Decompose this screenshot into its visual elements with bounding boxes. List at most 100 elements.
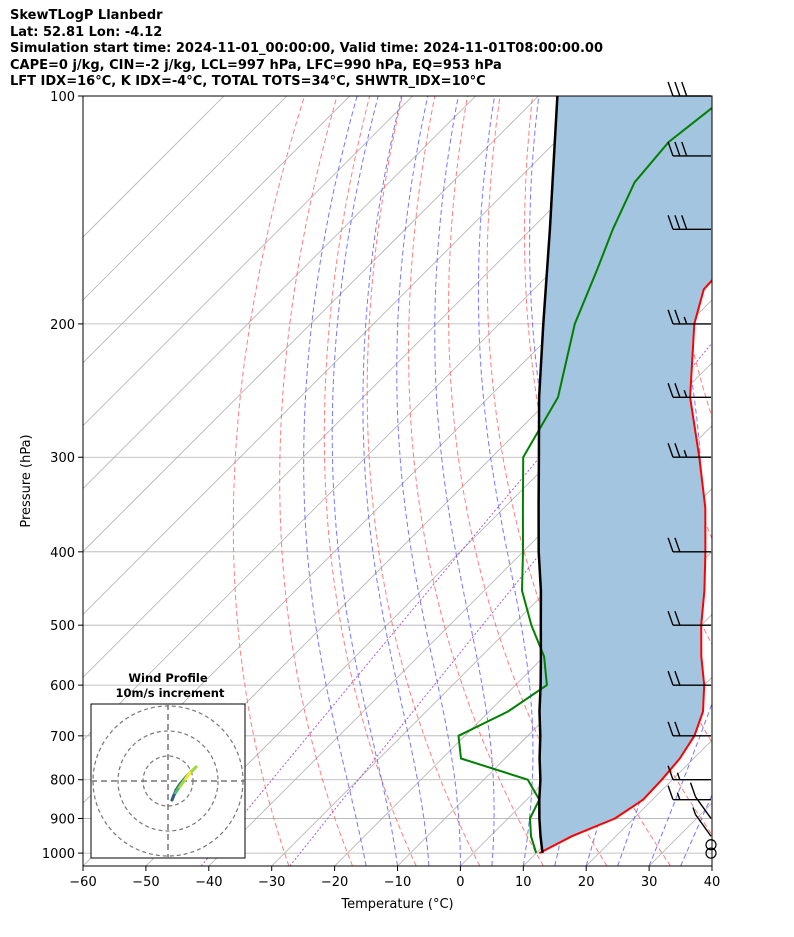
wind-barb-900 (689, 782, 712, 819)
barb-flag (683, 390, 688, 398)
barb-flag (667, 670, 674, 686)
wind-barbs (667, 81, 717, 859)
wind-barb-200 (667, 309, 711, 325)
wind-barb-600 (667, 670, 711, 686)
barb-staff (694, 814, 712, 837)
y-axis-label: Pressure (hPa) (19, 434, 34, 527)
x-tick-label: −60 (69, 875, 96, 890)
wind-barb-700 (667, 721, 711, 737)
x-tick-label: 30 (641, 875, 658, 890)
moist-adiabat (331, 96, 398, 866)
wind-barb-800 (667, 765, 711, 781)
isotherm--100 (83, 96, 602, 615)
isotherm--120 (83, 96, 476, 490)
title-location: Lat: 52.81 Lon: -4.12 (10, 24, 163, 40)
x-tick-label: −20 (321, 875, 348, 890)
y-tick-label: 100 (50, 90, 75, 105)
barb-flag (667, 81, 674, 97)
hodograph-trace (176, 779, 186, 791)
isotherm--150 (83, 96, 288, 301)
barb-flag (689, 782, 697, 797)
x-tick-label: −10 (384, 875, 411, 890)
parcel-profile (537, 96, 559, 854)
x-tick-label: 10 (515, 875, 532, 890)
isotherm--110 (83, 96, 539, 553)
hodograph-subtitle: 10m/s increment (116, 686, 225, 700)
isotherm--50 (145, 299, 712, 866)
moist-adiabat (396, 96, 461, 866)
x-tick-label: 40 (704, 875, 721, 890)
barb-flag (674, 141, 681, 157)
isotherm--160 (83, 96, 225, 238)
barb-flag (667, 442, 674, 458)
hodograph-trace (170, 793, 176, 802)
isotherm--140 (83, 96, 351, 364)
barb-flag (667, 537, 674, 553)
barb-flag (667, 765, 674, 780)
wind-barb-300 (667, 442, 711, 458)
wind-barb-400 (667, 537, 711, 553)
wind-barb-250 (667, 383, 711, 398)
dry-adiabat (323, 96, 417, 866)
moist-adiabat (648, 701, 712, 866)
barb-flag (674, 309, 681, 325)
isotherm--10 (397, 550, 712, 866)
wind-barb-120 (667, 141, 711, 157)
x-tick-label: −50 (132, 875, 159, 890)
hodograph-rings (91, 704, 245, 858)
wind-barb-1000 (705, 847, 717, 859)
hodograph-ring (117, 730, 219, 832)
dry-adiabat (761, 96, 794, 866)
barb-flag (667, 215, 674, 230)
barb-flag (681, 141, 688, 157)
barb-flag (674, 215, 681, 230)
wind-barb-850 (667, 785, 711, 801)
calm-wind-circle (705, 839, 717, 851)
barb-flag (674, 610, 681, 626)
y-tick-label: 200 (50, 318, 75, 333)
y-tick-label: 800 (50, 774, 75, 789)
isotherm--20 (334, 488, 712, 866)
title-station: SkewTLogP Llanbedr (10, 8, 163, 23)
moist-adiabat (477, 96, 534, 866)
hodograph-title: Wind Profile (128, 671, 208, 685)
dry-adiabat (448, 96, 608, 866)
x-tick-label: −30 (258, 875, 285, 890)
isotherm-50 (775, 96, 794, 866)
y-tick-label: 400 (50, 546, 75, 561)
calm-wind-circle (705, 847, 717, 859)
barb-flag (667, 610, 674, 626)
moist-adiabat (617, 96, 702, 866)
barb-flag (674, 81, 681, 97)
barb-flag (676, 772, 681, 780)
barb-flag (667, 141, 674, 157)
moist-adiabat (303, 96, 367, 866)
barb-flag (667, 721, 674, 737)
title-times: Simulation start time: 2024-11-01_00:00:… (10, 41, 603, 56)
barb-flag (681, 81, 688, 97)
barb-flag (676, 792, 681, 800)
dry-adiabat (232, 96, 305, 866)
barb-flag (674, 537, 681, 553)
barb-flag (667, 383, 674, 398)
dry-adiabat (279, 96, 353, 866)
barb-flag (692, 807, 697, 815)
barb-flag (683, 316, 688, 325)
title-stability-indices: LFT IDX=16°C, K IDX=-4°C, TOTAL TOTS=34°… (10, 74, 486, 89)
barb-flag (667, 785, 674, 800)
barb-flag (674, 670, 681, 686)
barb-flag (683, 449, 688, 458)
dry-adiabat (728, 96, 794, 866)
y-tick-label: 500 (50, 619, 75, 634)
axes: −60 −50 −40 −30 −20 −10 0 10 20 30 40 100 200 300 400 5… (19, 90, 720, 912)
wind-barb-950 (692, 807, 712, 837)
x-tick-label: −40 (195, 875, 222, 890)
barb-flag (667, 309, 674, 325)
cape-shading (538, 96, 712, 854)
title-cape-indices: CAPE=0 j/kg, CIN=-2 j/kg, LCL=997 hPa, L… (10, 57, 502, 73)
y-tick-label: 700 (50, 730, 75, 745)
barb-flag (674, 721, 681, 737)
plot-area (83, 96, 794, 866)
